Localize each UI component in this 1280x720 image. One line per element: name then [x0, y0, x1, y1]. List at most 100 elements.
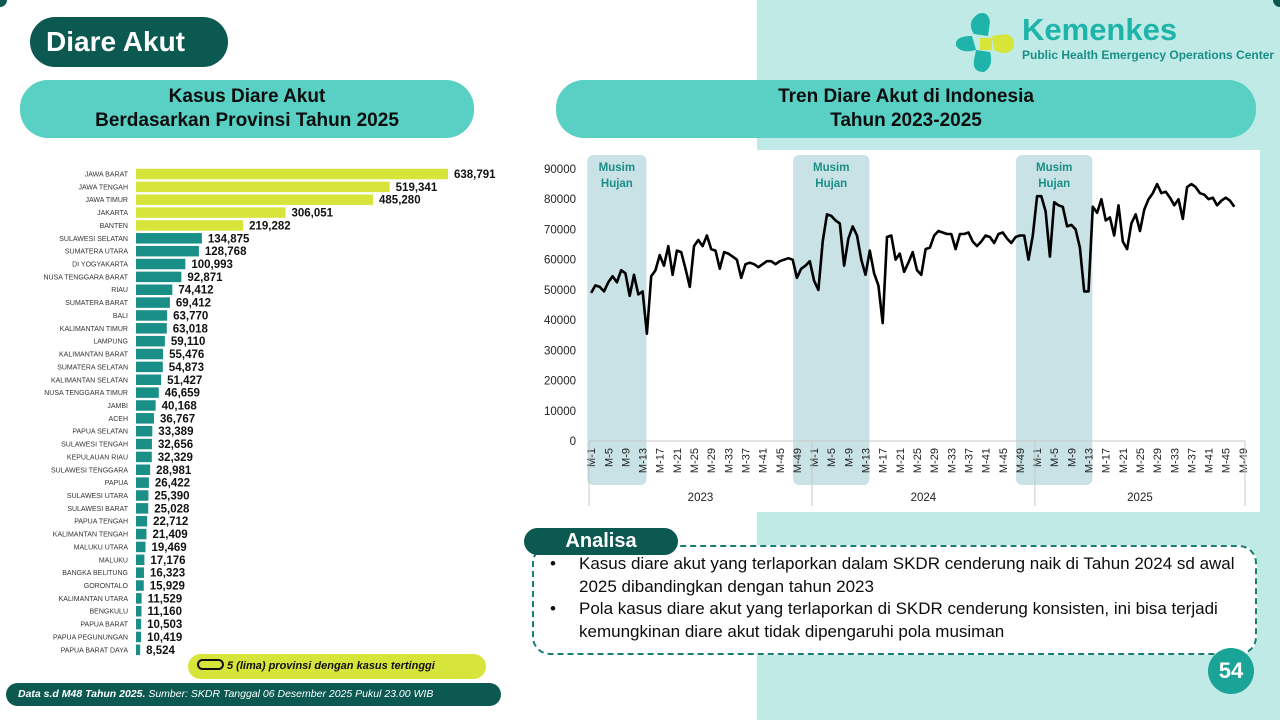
x-week-tick-label: M-17	[655, 448, 667, 473]
bar	[136, 631, 142, 643]
bar	[136, 477, 149, 488]
bar	[136, 207, 286, 218]
bar-value-label: 33,389	[158, 426, 193, 438]
bar-value-label: 74,412	[178, 285, 213, 297]
bar	[136, 554, 145, 566]
bar-category-label: SUMATERA SELATAN	[57, 364, 128, 371]
x-week-tick-label: M-37	[963, 448, 975, 473]
right-section-title: Tren Diare Akut di Indonesia Tahun 2023-…	[556, 80, 1256, 138]
bar	[136, 515, 148, 527]
bar	[136, 297, 170, 308]
footer-text: Sumber: SKDR Tanggal 06 Desember 2025 Pu…	[145, 688, 434, 700]
x-week-tick-label: M-1	[586, 448, 598, 467]
data-source-footer: Data s.d M48 Tahun 2025. Sumber: SKDR Ta…	[6, 683, 501, 706]
x-week-tick-label: M-21	[1118, 448, 1130, 473]
bar-value-label: 46,659	[165, 388, 200, 400]
bar-category-label: KALIMANTAN UTARA	[59, 596, 129, 603]
bar-value-label: 36,767	[160, 413, 195, 425]
left-section-title: Kasus Diare Akut Berdasarkan Provinsi Ta…	[20, 80, 474, 138]
bar	[136, 567, 144, 578]
bar-category-label: KALIMANTAN TIMUR	[60, 326, 128, 333]
bar-category-label: BANGKA BELITUNG	[62, 570, 128, 577]
x-week-tick-label: M-25	[1135, 448, 1147, 473]
bar	[136, 464, 151, 476]
bar-category-label: MALUKU	[99, 557, 128, 564]
bar-category-label: KALIMANTAN TENGAH	[53, 532, 128, 539]
x-week-tick-label: M-37	[1186, 448, 1198, 473]
bar-value-label: 21,409	[152, 529, 187, 541]
bar-category-label: SUMATERA UTARA	[65, 249, 128, 256]
bar-value-label: 54,873	[169, 362, 204, 374]
bar	[136, 425, 153, 437]
x-week-tick-label: M-49	[1238, 448, 1250, 473]
bar	[136, 361, 163, 373]
bar-category-label: BALI	[113, 313, 128, 320]
band-label: Musim	[813, 162, 849, 174]
band-label: Musim	[1036, 162, 1072, 174]
bar	[136, 310, 168, 321]
bar-category-label: DI YOGYAKARTA	[72, 262, 128, 269]
bar	[136, 323, 167, 334]
bar	[136, 387, 159, 398]
bar-category-label: GORONTALO	[84, 583, 129, 590]
x-week-tick-label: M-17	[878, 448, 890, 473]
y-tick-label: 40000	[544, 315, 576, 327]
bar-value-label: 63,770	[173, 310, 208, 322]
y-tick-label: 90000	[544, 164, 576, 176]
x-week-tick-label: M-5	[603, 448, 615, 467]
bar-value-label: 55,476	[169, 349, 204, 361]
x-week-tick-label: M-9	[843, 448, 855, 467]
bar-value-label: 134,875	[208, 233, 250, 245]
bar-value-label: 219,282	[249, 220, 291, 232]
bar	[136, 541, 146, 553]
x-week-tick-label: M-13	[1084, 448, 1096, 473]
bar-value-label: 16,323	[150, 568, 185, 580]
bar	[136, 528, 147, 540]
x-year-label: 2025	[1127, 492, 1153, 504]
x-week-tick-label: M-21	[895, 448, 907, 473]
x-week-tick-label: M-45	[1221, 448, 1233, 473]
y-tick-label: 60000	[544, 255, 576, 267]
analisa-point: Kasus diare akut yang terlaporkan dalam …	[548, 553, 1238, 598]
x-week-tick-label: M-49	[792, 448, 804, 473]
x-week-tick-label: M-45	[998, 448, 1010, 473]
bar-value-label: 63,018	[173, 323, 209, 335]
bar-value-label: 11,529	[148, 593, 183, 605]
x-week-tick-label: M-13	[638, 448, 650, 473]
band-label: Hujan	[601, 178, 633, 190]
logo-name: Kemenkes	[1022, 12, 1178, 47]
x-week-tick-label: M-13	[861, 448, 873, 473]
bar-value-label: 22,712	[153, 516, 188, 528]
x-week-tick-label: M-5	[1049, 448, 1061, 467]
bar-category-label: JAWA BARAT	[85, 172, 129, 179]
province-bar-chart: JAWA BARAT 638,791 JAWA TENGAH 519,341 JAWA …	[43, 168, 496, 657]
bar-value-label: 100,993	[191, 259, 233, 271]
x-week-tick-label: M-5	[826, 448, 838, 467]
x-year-label: 2024	[911, 492, 937, 504]
bar-category-label: PAPUA PEGUNUNGAN	[53, 634, 128, 641]
bar	[136, 490, 149, 501]
bar-value-label: 17,176	[150, 555, 185, 567]
x-week-tick-label: M-37	[740, 448, 752, 473]
x-week-tick-label: M-21	[672, 448, 684, 473]
analisa-label: Analisa	[524, 528, 678, 555]
bar-value-label: 51,427	[167, 375, 202, 387]
bar-value-label: 11,160	[147, 606, 182, 618]
bar	[136, 284, 173, 295]
bar-category-label: SUMATERA BARAT	[65, 300, 128, 307]
right-title-line1: Tren Diare Akut di Indonesia	[778, 86, 1034, 107]
bar	[136, 194, 374, 205]
x-week-tick-label: M-1	[809, 448, 821, 467]
trend-chart-panel	[541, 150, 1260, 512]
kemenkes-logo-icon	[955, 13, 1014, 72]
rainy-season-band	[1016, 155, 1093, 485]
bar	[136, 233, 202, 244]
bar	[136, 605, 142, 617]
bar-value-label: 32,656	[158, 439, 193, 451]
bar-value-label: 25,390	[154, 491, 189, 503]
left-title-line2: Berdasarkan Provinsi Tahun 2025	[95, 110, 399, 131]
x-week-tick-label: M-33	[723, 448, 735, 473]
bar-value-label: 8,524	[146, 645, 175, 657]
bar	[136, 593, 142, 604]
x-week-tick-label: M-41	[981, 448, 993, 473]
